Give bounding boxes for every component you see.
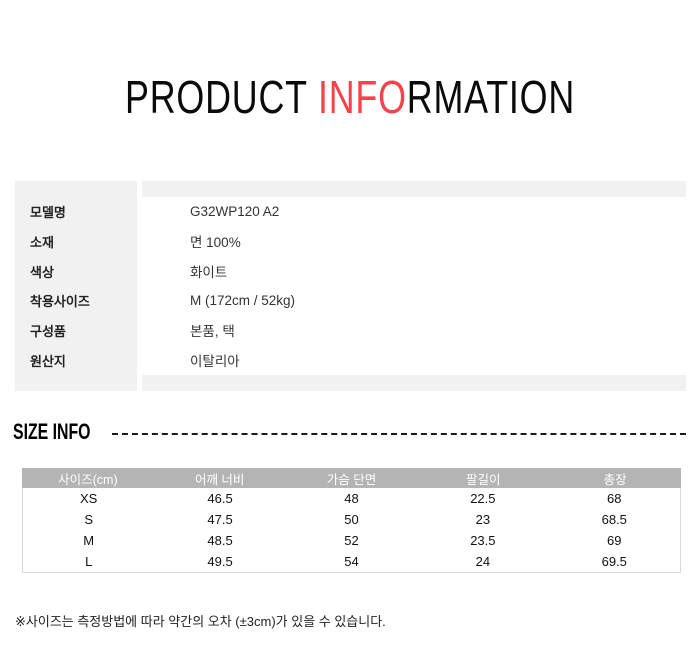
size-table-cell: M — [83, 533, 95, 548]
size-table-row: S 47.5 50 23 68.5 — [23, 509, 680, 530]
size-table-cell: 54 — [344, 554, 359, 569]
size-table-cell: 47.5 — [207, 512, 233, 527]
size-table-cell: 24 — [475, 554, 491, 569]
size-table-row: XS 46.5 48 22.5 68 — [23, 488, 680, 509]
size-table-row: L 49.5 54 24 69.5 — [23, 551, 680, 572]
size-table-cell: 23 — [475, 512, 491, 527]
title-highlight-info: INFO — [317, 71, 407, 123]
product-info-label: 착용사이즈 — [30, 294, 90, 310]
page-title: PRODUCT INFORMATION — [77, 74, 623, 120]
product-info-value: 화이트 — [190, 265, 228, 281]
size-table: 사이즈(cm) 어깨 너비 가슴 단면 팔길이 총장 XS 46.5 48 22… — [22, 468, 681, 573]
product-info-value: M (172cm / 52kg) — [190, 293, 296, 309]
size-table-row: M 48.5 52 23.5 69 — [23, 530, 680, 551]
size-table-cell: S — [84, 512, 94, 527]
size-table-cell: L — [85, 554, 93, 569]
product-info-label: 모델명 — [30, 205, 66, 221]
product-info-label: 소재 — [30, 234, 54, 250]
product-info-table: 모델명 소재 색상 착용사이즈 구성품 원산지 G32WP120 A2 면 10… — [15, 181, 686, 391]
size-table-header-cell: 총장 — [603, 472, 627, 487]
dashed-divider — [112, 433, 686, 435]
column-divider — [137, 181, 142, 391]
product-info-value: 면 100% — [190, 235, 241, 251]
size-table-cell: 49.5 — [207, 554, 233, 569]
product-info-label: 구성품 — [30, 323, 66, 339]
size-table-cell: 68 — [607, 491, 622, 506]
product-info-value: G32WP120 A2 — [190, 204, 280, 220]
size-table-header-row: 사이즈(cm) 어깨 너비 가슴 단면 팔길이 총장 — [22, 468, 681, 488]
product-info-value-column: G32WP120 A2 면 100% 화이트 M (172cm / 52kg) … — [142, 181, 686, 391]
title-text-product: PRODUCT — [124, 71, 318, 123]
size-table-cell: 22.5 — [470, 491, 496, 506]
size-table-header-cell: 가슴 단면 — [326, 472, 377, 487]
size-table-cell: 50 — [344, 512, 359, 527]
size-table-cell: 52 — [344, 533, 359, 548]
product-info-value: 이탈리아 — [190, 354, 240, 370]
size-table-header-cell: 사이즈(cm) — [58, 472, 118, 487]
size-footnote: ※사이즈는 측정방법에 따라 약간의 오차 (±3cm)가 있을 수 있습니다. — [15, 614, 386, 629]
size-table-cell: 48 — [344, 491, 359, 506]
size-table-cell: 69.5 — [601, 554, 627, 569]
size-table-cell: 23.5 — [470, 533, 496, 548]
size-table-header-cell: 어깨 너비 — [194, 472, 245, 487]
size-table-cell: 68.5 — [601, 512, 627, 527]
product-info-label-column: 모델명 소재 색상 착용사이즈 구성품 원산지 — [15, 181, 137, 391]
size-table-cell: 48.5 — [207, 533, 233, 548]
size-info-heading: SIZE INFO — [13, 419, 91, 444]
product-info-value: 본품, 택 — [190, 324, 235, 340]
size-table-body: XS 46.5 48 22.5 68 S 47.5 50 23 68.5 M 4 — [22, 488, 681, 573]
size-table-cell: 46.5 — [207, 491, 233, 506]
title-text-rmation: RMATION — [406, 71, 576, 123]
size-table-header-cell: 팔길이 — [466, 472, 501, 487]
size-table-cell: XS — [80, 491, 98, 506]
product-info-label: 색상 — [30, 264, 54, 280]
product-info-label: 원산지 — [30, 353, 66, 369]
size-table-cell: 69 — [607, 533, 622, 548]
